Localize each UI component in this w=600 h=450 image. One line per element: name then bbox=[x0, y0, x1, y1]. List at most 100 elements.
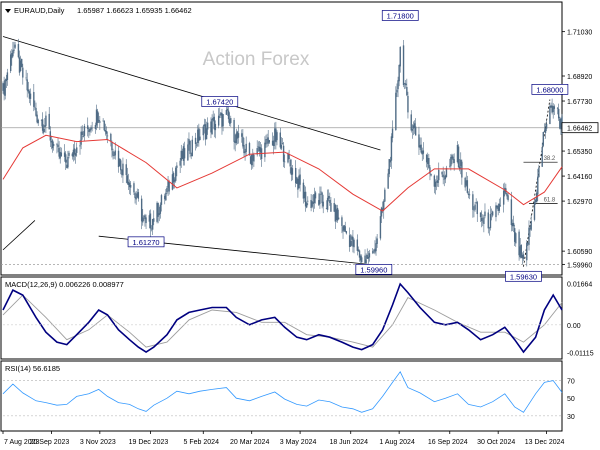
candle-body bbox=[443, 178, 445, 180]
candle-body bbox=[271, 140, 274, 146]
y-axis-tick-label: 1.67730 bbox=[567, 99, 592, 106]
candle-body bbox=[79, 145, 81, 147]
candle-body bbox=[475, 202, 477, 204]
candle-body bbox=[487, 212, 489, 229]
candle-body bbox=[465, 180, 467, 186]
candle-body bbox=[14, 44, 16, 48]
candle-body bbox=[403, 82, 406, 84]
candle-body bbox=[474, 204, 476, 210]
candle-body bbox=[187, 144, 189, 161]
candle-body bbox=[50, 141, 53, 143]
candle-body bbox=[219, 114, 221, 116]
candle-body bbox=[6, 72, 9, 81]
candle-body bbox=[194, 137, 197, 145]
candle-body bbox=[513, 228, 516, 242]
candle-body bbox=[381, 208, 384, 211]
candle-body bbox=[60, 152, 63, 157]
candle-body bbox=[321, 192, 323, 204]
candle-body bbox=[244, 151, 246, 154]
candle-body bbox=[120, 160, 122, 171]
candle-body bbox=[4, 80, 6, 96]
price-annotation-label: 1.59960 bbox=[360, 265, 387, 274]
candle-body bbox=[491, 211, 494, 216]
candle-body bbox=[182, 146, 185, 161]
candle-body bbox=[36, 114, 38, 123]
candle-body bbox=[557, 109, 560, 119]
candle-body bbox=[457, 146, 460, 168]
candle-body bbox=[397, 80, 399, 90]
candle-body bbox=[405, 83, 407, 86]
candle-body bbox=[553, 106, 555, 109]
dropdown-triangle-icon[interactable] bbox=[5, 9, 11, 13]
candle-body bbox=[234, 140, 236, 143]
candle-body bbox=[91, 127, 93, 129]
candle-body bbox=[391, 128, 394, 138]
candle-body bbox=[519, 246, 521, 258]
candle-body bbox=[337, 217, 340, 220]
candle-body bbox=[230, 118, 232, 123]
x-axis-tick-label: 1 Aug 2024 bbox=[379, 439, 415, 446]
y-axis-tick-label: 1.65350 bbox=[567, 149, 592, 156]
ohlc-values: 1.65987 1.66623 1.65935 1.66462 bbox=[77, 6, 192, 15]
candle-body bbox=[361, 257, 363, 263]
candle-body bbox=[402, 45, 405, 86]
candle-body bbox=[179, 160, 181, 166]
candle-body bbox=[176, 165, 178, 168]
candle-body bbox=[160, 195, 163, 205]
candle-body bbox=[512, 222, 515, 227]
candle-body bbox=[106, 135, 109, 137]
candle-body bbox=[28, 91, 31, 99]
candle-body bbox=[438, 169, 440, 181]
x-axis-tick-label: 13 Dec 2024 bbox=[525, 439, 565, 446]
x-axis-tick-label: 7 Aug 2023 bbox=[4, 439, 40, 446]
axes-layer: 1.71030 1.68920 1.67730 1.65350 1.64160 1.629… bbox=[2, 30, 599, 446]
candle-body bbox=[217, 115, 220, 126]
candle-body bbox=[149, 213, 152, 229]
candle-body bbox=[10, 54, 12, 72]
candle-body bbox=[325, 208, 328, 209]
moving-average-line bbox=[2, 134, 563, 212]
candle-body bbox=[222, 114, 224, 127]
candle-body bbox=[484, 211, 486, 217]
candle-body bbox=[330, 202, 332, 212]
candle-body bbox=[359, 255, 362, 261]
candle-body bbox=[172, 172, 175, 183]
candle-body bbox=[467, 193, 470, 195]
candle-body bbox=[527, 243, 529, 245]
candle-body bbox=[18, 57, 21, 73]
candle-body bbox=[191, 139, 193, 157]
candle-body bbox=[287, 153, 289, 163]
candle-body bbox=[411, 129, 414, 131]
candle-body bbox=[157, 203, 159, 217]
rsi-y-tick-label: 70 bbox=[567, 379, 575, 386]
candle-body bbox=[495, 205, 497, 218]
price-annotation-box bbox=[531, 84, 569, 95]
candle-body bbox=[419, 145, 421, 148]
candle-body bbox=[458, 166, 461, 169]
candle-body bbox=[268, 140, 270, 143]
candle-body bbox=[34, 107, 36, 109]
candle-body bbox=[506, 193, 508, 197]
candle-body bbox=[518, 231, 520, 256]
candle-body bbox=[549, 105, 551, 125]
candle-body bbox=[5, 78, 8, 82]
candle-body bbox=[112, 151, 114, 156]
candle-body bbox=[233, 119, 235, 142]
candle-body bbox=[535, 192, 538, 203]
candle-body bbox=[90, 127, 92, 130]
candle-body bbox=[103, 121, 105, 131]
candle-body bbox=[373, 250, 375, 251]
candle-body bbox=[427, 157, 429, 165]
macd-y-tick-label: 0.01664 bbox=[567, 282, 592, 289]
candle-body bbox=[253, 154, 255, 162]
price-annotation-label: 1.61270 bbox=[132, 238, 159, 247]
candle-body bbox=[117, 150, 120, 168]
candle-body bbox=[159, 204, 162, 214]
candle-body bbox=[175, 167, 177, 181]
candle-body bbox=[153, 218, 155, 222]
candle-body bbox=[306, 203, 308, 208]
annotations-layer: 1.71800 1.67420 1.61270 1.59960 1.59630 1.680… bbox=[127, 10, 569, 282]
candle-body bbox=[164, 195, 166, 200]
candle-body bbox=[452, 156, 454, 160]
candle-body bbox=[530, 220, 532, 230]
